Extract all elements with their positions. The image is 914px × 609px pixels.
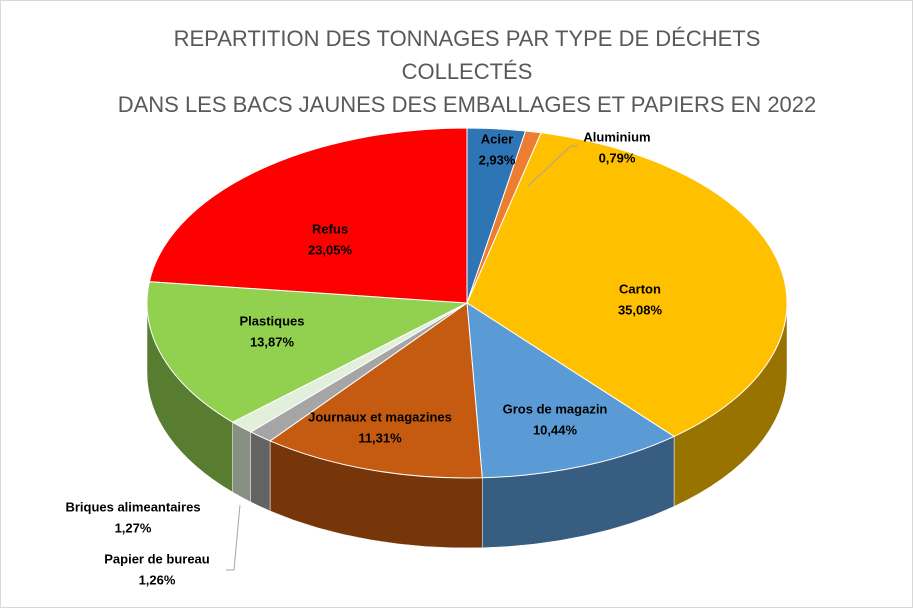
data-label-value: 0,79% — [599, 150, 636, 165]
data-label-value: 11,31% — [358, 430, 402, 445]
data-label-name: Journaux et magazines — [308, 409, 452, 424]
data-label-value: 23,05% — [308, 242, 353, 257]
slice — [146, 281, 469, 423]
chart-title: REPARTITION DES TONNAGES PAR TYPE DE DÉC… — [174, 26, 761, 51]
data-label-name: Carton — [619, 281, 661, 296]
data-label-value: 2,93% — [479, 152, 516, 167]
leader-line — [226, 504, 241, 571]
slice — [148, 127, 468, 304]
data-label-value: 35,08% — [618, 302, 663, 317]
data-label-name: Refus — [312, 221, 348, 236]
data-label-name: Plastiques — [239, 313, 304, 328]
slice-side — [232, 421, 251, 503]
slice — [269, 302, 483, 479]
slice-side — [250, 431, 271, 512]
data-label-value: 1,27% — [115, 520, 152, 535]
slice — [466, 132, 788, 437]
data-label-name: Acier — [481, 131, 514, 146]
chart-title: COLLECTÉS — [402, 59, 533, 84]
data-label-value: 13,87% — [250, 334, 295, 349]
data-label-name: Gros de magazin — [503, 401, 608, 416]
data-label-value: 1,26% — [139, 572, 176, 587]
data-label-value: 10,44% — [533, 422, 578, 437]
chart-title: DANS LES BACS JAUNES DES EMBALLAGES ET P… — [118, 92, 817, 117]
leader-line — [527, 145, 578, 187]
data-label-name: Briques alimeantaires — [65, 499, 200, 514]
data-label-name: Aluminium — [583, 129, 650, 144]
slice — [466, 302, 676, 479]
data-label-name: Papier de bureau — [104, 551, 210, 566]
